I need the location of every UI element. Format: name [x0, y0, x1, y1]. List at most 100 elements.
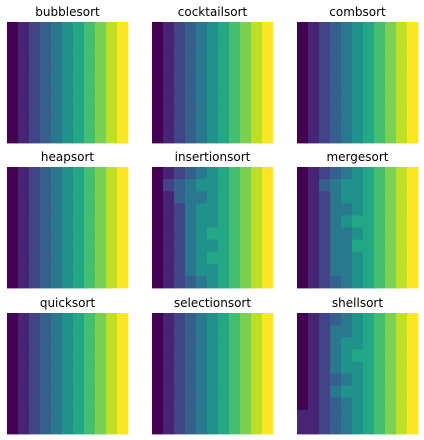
heatmap-cell [106, 325, 118, 338]
heatmap-cell [308, 313, 320, 326]
heatmap-cell [251, 325, 263, 338]
heatmap-cell [229, 227, 241, 240]
heatmap-cell [174, 337, 186, 350]
heatmap-cell [84, 349, 96, 362]
heatmap-cell [374, 167, 386, 180]
heatmap-cell [240, 251, 252, 265]
heatmap-cell [297, 349, 309, 362]
heatmap-cell [262, 325, 274, 338]
heatmap-cell [352, 373, 364, 386]
heatmap-cell [240, 22, 252, 35]
heatmap-cell [196, 337, 208, 350]
heatmap-cell [117, 118, 129, 132]
heatmap-cell [308, 239, 320, 253]
heatmap-cell [163, 373, 175, 386]
heatmap-cell [229, 349, 241, 362]
heatmap-cell [330, 275, 342, 289]
heatmap-cell [262, 385, 274, 399]
heatmap-cell [7, 215, 19, 228]
heatmap-cell [374, 349, 386, 362]
heatmap-cell [407, 263, 419, 277]
heatmap-cell [396, 275, 408, 289]
heatmap-cell [330, 191, 342, 204]
heatmap-cell [73, 227, 85, 240]
heatmap-cell [185, 106, 197, 120]
heatmap-cell [218, 106, 230, 120]
heatmap-cell [240, 325, 252, 338]
heatmap-cell [308, 191, 320, 204]
heatmap-cell [163, 325, 175, 338]
panel-title: quicksort [40, 296, 96, 310]
heatmap-cell [319, 167, 331, 180]
heatmap-cell [341, 385, 353, 399]
heatmap-cell [196, 94, 208, 108]
heatmap-cell [106, 167, 118, 180]
heatmap-cell [51, 106, 63, 120]
heatmap-cell [196, 70, 208, 83]
heatmap-cell [207, 349, 219, 362]
heatmap-cell [319, 70, 331, 83]
heatmap-cell [297, 373, 309, 386]
heatmap-cell [218, 275, 230, 289]
heatmap-cell [207, 118, 219, 132]
heatmap-cell [352, 349, 364, 362]
heatmap-cell [185, 179, 197, 192]
heatmap-cell [196, 82, 208, 95]
heatmap-cell [196, 409, 208, 423]
heatmap-cell [106, 421, 118, 435]
heatmap-cell [319, 337, 331, 350]
heatmap-cell [7, 313, 19, 326]
heatmap-cell [330, 82, 342, 95]
panel-title: selectionsort [174, 296, 251, 310]
heatmap-cell [229, 130, 241, 144]
heatmap-cell [117, 82, 129, 95]
heatmap-cell [396, 239, 408, 253]
heatmap-cell [18, 421, 30, 435]
heatmap-cell [319, 58, 331, 71]
heatmap-cell [207, 361, 219, 374]
heatmap-cell [341, 106, 353, 120]
heatmap-cell [374, 22, 386, 35]
heatmap-cell [374, 191, 386, 204]
heatmap-cell [251, 46, 263, 59]
heatmap-cell [185, 227, 197, 240]
heatmap-cell [374, 275, 386, 289]
heatmap-cell [29, 337, 41, 350]
heatmap-cell [229, 421, 241, 435]
heatmap-cell [396, 263, 408, 277]
heatmap-cell [18, 239, 30, 253]
heatmap-cell [341, 46, 353, 59]
heatmap-cell [185, 421, 197, 435]
heatmap-cell [7, 385, 19, 399]
heatmap-cell [396, 82, 408, 95]
heatmap-cell [352, 227, 364, 240]
heatmap-cell [174, 409, 186, 423]
heatmap-cell [251, 215, 263, 228]
heatmap-cell [29, 58, 41, 71]
heatmap-cell [363, 227, 375, 240]
heatmap-cell [319, 130, 331, 144]
heatmap-cell [319, 313, 331, 326]
heatmap-cell [95, 325, 107, 338]
heatmap-cell [163, 58, 175, 71]
heatmap-cell [363, 179, 375, 192]
heatmap-cell [152, 70, 164, 83]
heatmap-cell [185, 251, 197, 265]
heatmap-cell [106, 215, 118, 228]
heatmap-cell [40, 34, 52, 47]
heatmap-cell [396, 361, 408, 374]
heatmap-cell [330, 361, 342, 374]
panel-bubblesort: bubblesort [7, 5, 129, 144]
heatmap-cell [174, 263, 186, 277]
heatmap-cell [84, 167, 96, 180]
heatmap-cell [7, 130, 19, 144]
heatmap-cell [73, 167, 85, 180]
heatmap-cell [374, 325, 386, 338]
heatmap-cell [396, 313, 408, 326]
heatmap-cell [73, 337, 85, 350]
heatmap-cell [396, 397, 408, 411]
heatmap-cell [218, 251, 230, 265]
heatmap-cell [62, 325, 74, 338]
heatmap-cell [163, 94, 175, 108]
heatmap-cell [308, 251, 320, 265]
